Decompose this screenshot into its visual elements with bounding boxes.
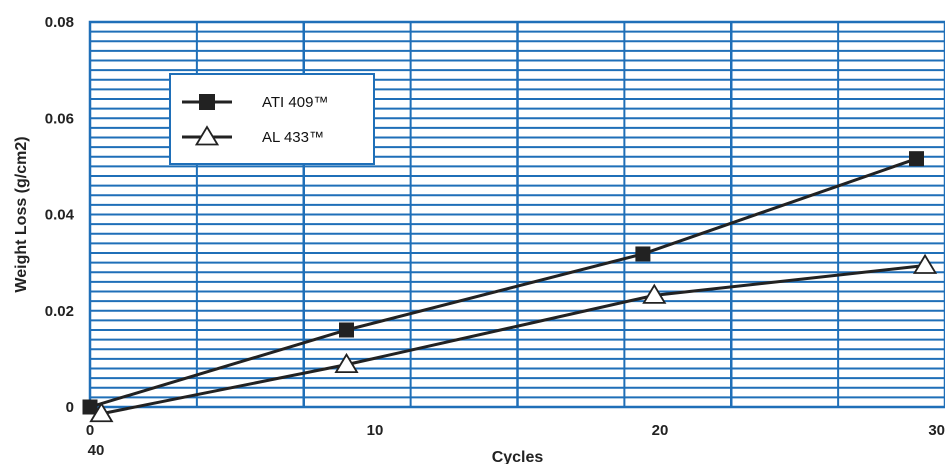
x-tick-label: 30 [928, 422, 945, 439]
legend-marker-square-icon [199, 94, 215, 110]
x-axis-title: Cycles [492, 449, 544, 464]
grid [90, 22, 945, 407]
data-point-triangle [642, 283, 667, 304]
legend-label-al-433: AL 433™ [262, 129, 324, 146]
y-tick-label: 0.04 [45, 207, 75, 224]
series-ati-409 [82, 151, 924, 415]
data-point-square [635, 246, 651, 262]
legend: ATI 409™ AL 433™ [169, 73, 375, 165]
x-tick-label: 20 [652, 422, 669, 439]
y-tick-label: 0.08 [45, 14, 74, 31]
series-al-433 [89, 253, 938, 423]
x-tick-labels: 0 10 20 30 [86, 422, 945, 439]
data-point-square [82, 399, 98, 415]
series-line [101, 264, 926, 416]
data-point-triangle [334, 352, 359, 374]
y-tick-label: 0 [66, 399, 74, 416]
x-tick-label: 0 [86, 422, 94, 439]
data-point-triangle [912, 253, 938, 274]
series-line [89, 157, 917, 409]
y-tick-label: 0.02 [45, 303, 74, 320]
legend-label-ati-409: ATI 409™ [262, 94, 328, 111]
plot-frame [88, 20, 945, 409]
x-tick-label-extra: 40 [88, 442, 105, 459]
y-tick-label: 0.06 [45, 110, 74, 127]
legend-box [169, 73, 375, 165]
data-point-square [909, 151, 924, 167]
data-point-triangle [89, 401, 114, 423]
series-layer [82, 151, 938, 423]
y-axis-title: Weight Loss (g/cm2) [13, 136, 30, 292]
legend-marker-triangle-icon [194, 125, 220, 146]
x-tick-label: 10 [367, 422, 384, 439]
y-tick-labels: 0 0.02 0.04 0.06 0.08 [45, 14, 75, 416]
data-point-square [339, 322, 354, 338]
